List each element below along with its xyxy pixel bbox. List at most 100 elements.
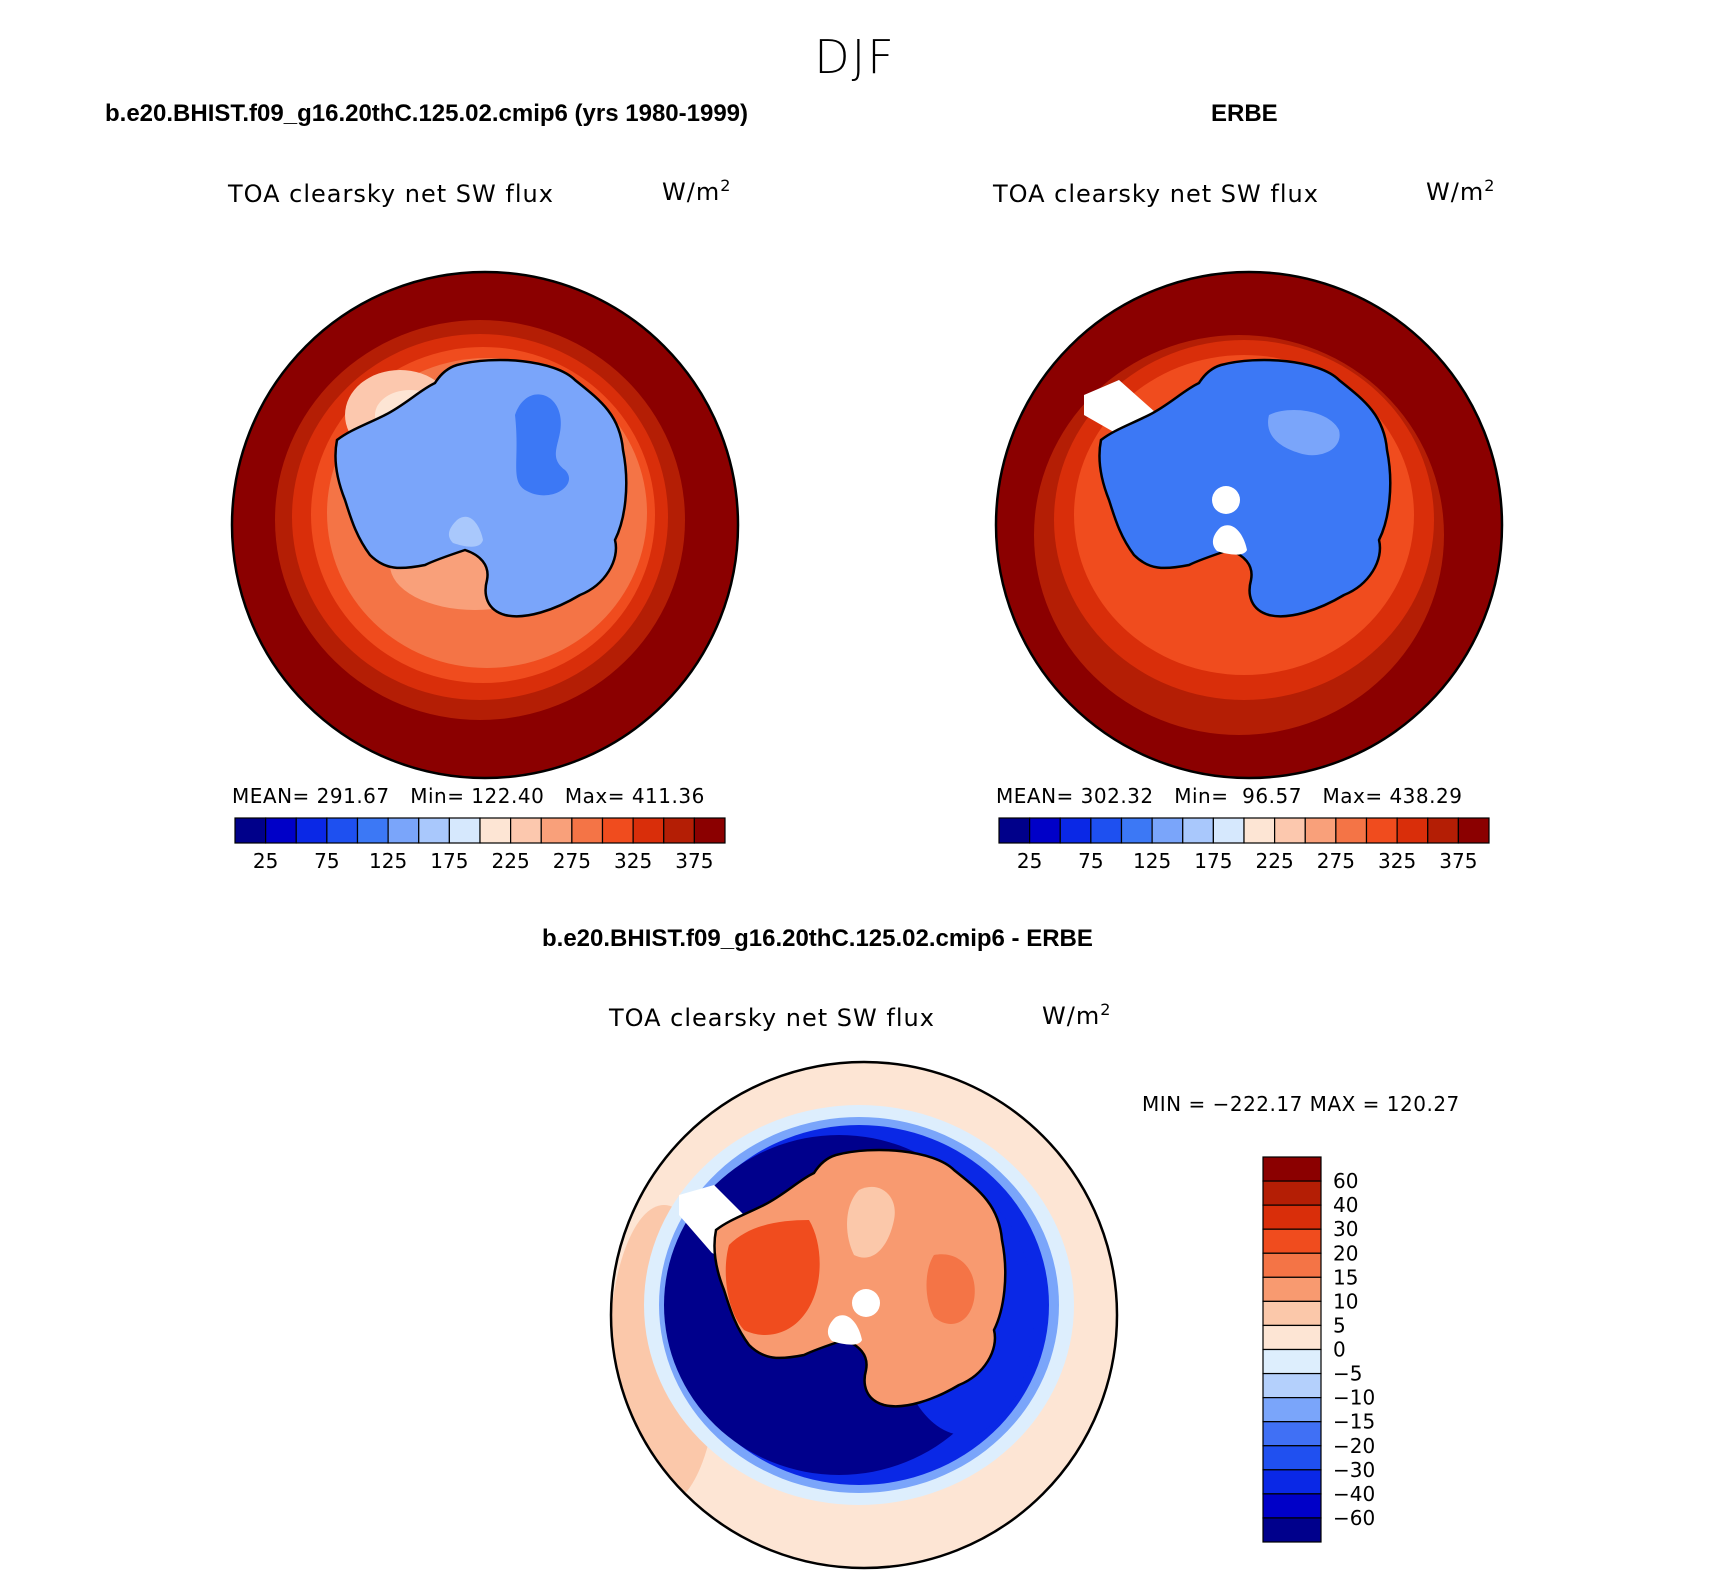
colorbar-tick-label: 325 (614, 849, 652, 873)
panel1-polar-map (230, 270, 740, 780)
panel1-colorbar: 25 75 125 175 225 275 325 375 (234, 817, 726, 873)
figure-title: DJF (814, 30, 896, 84)
colorbar-tick-label: −10 (1333, 1386, 1375, 1410)
colorbar-tick-label: −20 (1333, 1434, 1375, 1458)
colorbar-tick-label: 125 (1133, 849, 1171, 873)
panel3-polar-map (609, 1060, 1119, 1570)
panel2-title: ERBE (1211, 100, 1278, 127)
colorbar-box (234, 817, 267, 844)
colorbar-box (387, 817, 420, 844)
colorbar-tick-label: −5 (1333, 1362, 1362, 1386)
colorbar-tick-label: 0 (1333, 1338, 1346, 1362)
colorbar-box (663, 817, 695, 844)
colorbar-box (1262, 1493, 1322, 1519)
colorbar-tick-label: 10 (1333, 1289, 1358, 1313)
colorbar-box (1396, 817, 1429, 844)
colorbar-box (540, 817, 573, 844)
panel2-variable-label: TOA clearsky net SW flux (993, 180, 1319, 208)
panel1-east-antarctic-plateau (515, 394, 570, 496)
colorbar-box (510, 817, 542, 844)
colorbar-box (356, 817, 389, 844)
colorbar-box (1090, 817, 1123, 844)
panel3-units-label: W/m2 (1042, 1000, 1112, 1030)
colorbar-box (1262, 1469, 1322, 1495)
colorbar-box (1120, 817, 1153, 844)
colorbar-tick-label: 40 (1333, 1193, 1358, 1217)
panel2-map-border (994, 270, 1504, 780)
colorbar-box (693, 817, 726, 844)
colorbar-box (1262, 1228, 1322, 1254)
colorbar-box (1262, 1421, 1322, 1447)
colorbar-box (1151, 817, 1184, 844)
colorbar-box (1262, 1445, 1322, 1471)
colorbar-tick-label: 125 (369, 849, 407, 873)
panel2-colorbar: 25 75 125 175 225 275 325 375 (998, 817, 1490, 873)
colorbar-box (1243, 817, 1276, 844)
colorbar-box (571, 817, 604, 844)
colorbar-box (1262, 1397, 1322, 1423)
colorbar-tick-label: 5 (1333, 1313, 1346, 1337)
colorbar-box (1304, 817, 1337, 844)
panel3-title: b.e20.BHIST.f09_g16.20thC.125.02.cmip6 -… (542, 925, 1093, 952)
colorbar-tick-label: 60 (1333, 1169, 1358, 1193)
colorbar-box (1262, 1517, 1322, 1543)
colorbar-box (1212, 817, 1245, 844)
colorbar-box (998, 817, 1031, 844)
colorbar-tick-label: 225 (492, 849, 530, 873)
panel2-pole-hole (1212, 486, 1240, 514)
colorbar-tick-label: 275 (553, 849, 591, 873)
colorbar-box (1262, 1372, 1322, 1399)
panel2-units-label: W/m2 (1426, 176, 1496, 206)
colorbar-tick-label: −60 (1333, 1506, 1375, 1530)
colorbar-box (1029, 817, 1061, 844)
colorbar-tick-label: 375 (675, 849, 713, 873)
colorbar-box (448, 817, 481, 844)
colorbar-box (1365, 817, 1398, 844)
panel3-pole-hole (852, 1289, 880, 1317)
colorbar-tick-label: 15 (1333, 1265, 1358, 1289)
colorbar-box (1182, 817, 1214, 844)
colorbar-tick-label: −30 (1333, 1458, 1375, 1482)
colorbar-box (1262, 1300, 1322, 1327)
colorbar-tick-label: 75 (314, 849, 339, 873)
panel2-ross-ice-shelf (1212, 525, 1247, 555)
colorbar-tick-label: 275 (1317, 849, 1355, 873)
colorbar-box (265, 817, 297, 844)
colorbar-tick-label: 25 (1017, 849, 1042, 873)
colorbar-box (1262, 1324, 1322, 1351)
colorbar-tick-label: 175 (1194, 849, 1232, 873)
colorbar-box (1262, 1276, 1322, 1302)
colorbar-tick-label: 20 (1333, 1241, 1358, 1265)
colorbar-box (632, 817, 665, 844)
panel3-plateau-positive (847, 1186, 895, 1258)
colorbar-box (1274, 817, 1306, 844)
panel1-stats: MEAN= 291.67 Min= 122.40 Max= 411.36 (232, 784, 705, 808)
panel2-east-antarctic-plateau (1268, 410, 1340, 456)
colorbar-box (295, 817, 328, 844)
colorbar-tick-label: −15 (1333, 1410, 1375, 1434)
panel1-map-border (230, 270, 740, 780)
colorbar-tick-label: 30 (1333, 1217, 1358, 1241)
panel2-stats: MEAN= 302.32 Min= 96.57 Max= 438.29 (996, 784, 1463, 808)
panel1-variable-label: TOA clearsky net SW flux (228, 180, 554, 208)
colorbar-box (1457, 817, 1490, 844)
colorbar-tick-label: 225 (1256, 849, 1294, 873)
colorbar-box (479, 817, 512, 844)
colorbar-box (1059, 817, 1092, 844)
colorbar-tick-label: 175 (430, 849, 468, 873)
colorbar-box (326, 817, 359, 844)
colorbar-tick-label: 325 (1378, 849, 1416, 873)
panel3-variable-label: TOA clearsky net SW flux (609, 1004, 935, 1032)
panel2-polar-map (994, 270, 1504, 780)
panel1-units-label: W/m2 (662, 176, 732, 206)
panel3-stats: MIN = −222.17 MAX = 120.27 (1142, 1092, 1460, 1116)
colorbar-box (1335, 817, 1368, 844)
colorbar-box (1427, 817, 1459, 844)
panel3-ross-ice-shelf (827, 1315, 862, 1345)
panel3-west-antarctica-positive (725, 1220, 820, 1335)
colorbar-box (1262, 1252, 1322, 1278)
colorbar-box (1262, 1204, 1322, 1230)
colorbar-box (1262, 1348, 1322, 1375)
colorbar-box (1262, 1180, 1322, 1206)
